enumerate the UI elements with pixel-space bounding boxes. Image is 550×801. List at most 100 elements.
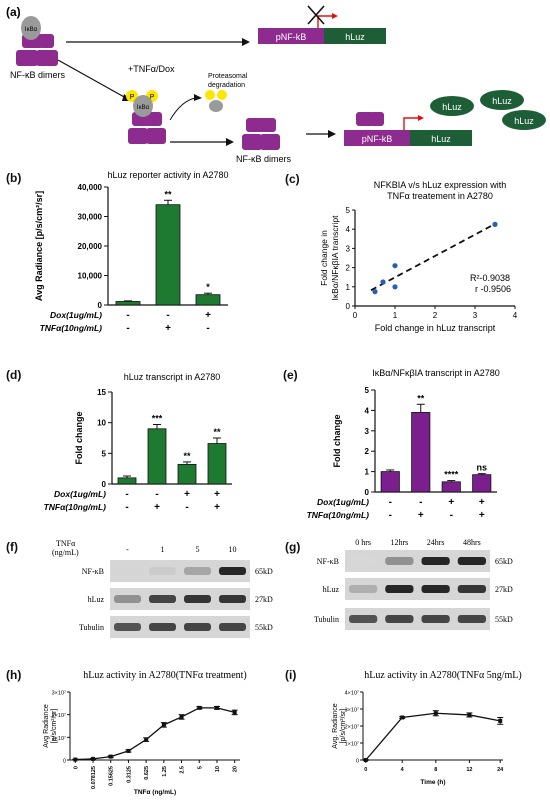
blot-strip (345, 578, 490, 600)
y-tick-label: 15 (97, 388, 106, 397)
panel-label-e: (e) (283, 368, 298, 382)
y-axis-label-line2: IκBα/NFκβIA transcript (330, 215, 340, 301)
blot-band (349, 615, 378, 623)
tnf-sign: + (418, 510, 424, 521)
y-tick-label: 3×10⁷ (345, 707, 359, 714)
y-tick-label: 2 (346, 264, 351, 273)
panel-label-a: (a) (6, 5, 21, 19)
tnf-sign: + (479, 510, 485, 521)
y-tick-label: 20,000 (78, 242, 103, 251)
blot-band (421, 557, 450, 565)
chart-title: IκBα/NFκβIA transcript in A2780 (372, 368, 499, 378)
ikba-nfkb-complex-top: IκBα (16, 16, 58, 66)
scatter-point (392, 284, 398, 290)
chart-h-dose-response: hLuz activity in A2780(TNFα treatment) 0 1… (43, 670, 247, 796)
bar (115, 301, 141, 306)
western-blot-g: 0 hrs 12hrs 24hrs 48hrs NF-κB 65kD hLuz 27kD Tub… (314, 538, 513, 630)
nfkb-dimers-label-bottom: NF-κB dimers (236, 154, 292, 164)
data-point (91, 756, 96, 761)
significance-label: * (206, 282, 210, 292)
blot-band (149, 623, 176, 631)
panel-label-b: (b) (6, 171, 22, 185)
scatter-point (492, 221, 498, 227)
data-point (433, 711, 438, 716)
y-tick-label: 5 (346, 206, 351, 215)
dox-sign: + (214, 489, 220, 500)
lane-label: - (126, 545, 129, 554)
y-tick-label: 10,000 (78, 272, 103, 281)
nfkb-dimer-free (242, 118, 280, 150)
y-tick-label: 0 (365, 488, 370, 497)
row-label: hLuz (88, 595, 105, 604)
y-tick-label: 4×10⁷ (345, 690, 359, 697)
data-point (467, 712, 472, 717)
r-squared-label: R²-0.9038 (470, 273, 510, 283)
blot-band (114, 623, 141, 631)
phospho-degraded-1 (205, 90, 215, 100)
blot-band (349, 557, 378, 565)
series-line (365, 712, 501, 761)
x-tick-label: 4 (401, 767, 405, 773)
dox-sign: - (389, 497, 392, 508)
y-tick-label: 40,000 (78, 183, 103, 192)
dox-row-label: Dox(1ug/mL) (54, 489, 106, 499)
row-label: hLuz (323, 585, 340, 594)
y-tick-label: 3×10⁷ (52, 690, 66, 697)
blot-band (385, 585, 414, 593)
y-tick-label: 10 (97, 419, 106, 428)
promoter-label-bottom: pNF-kB (362, 134, 393, 144)
chart-title-line1: NFKBIA v/s hLuz expression with (374, 180, 507, 190)
x-tick-label: 24 (497, 767, 504, 773)
panel-label-h: (h) (6, 668, 22, 682)
proteasomal-label-2: degradation (208, 82, 245, 89)
chart-i-time-course: hLuz activity in A2780(TNFα 5ng/mL) 0 1×10… (332, 670, 522, 786)
tnf-sign: - (185, 502, 188, 513)
blot-band (457, 557, 486, 565)
chart-title: hLuz activity in A2780(TNFα treatment) (83, 670, 247, 681)
lane-label: 1 (161, 545, 165, 554)
y-tick-label: 0 (346, 302, 351, 311)
scatter-point (380, 279, 386, 285)
x-tick-label: 0.078125 (91, 766, 97, 789)
panel-label-g: (g) (285, 540, 301, 554)
ikba-degraded (209, 100, 223, 112)
x-axis-label: Fold change in hLuz transcript (375, 323, 496, 333)
hluz-protein-1: hLuz (430, 96, 474, 116)
lane-label: 10 (229, 545, 237, 554)
y-tick-label: 2 (365, 447, 370, 456)
ikba-label-top: IκBα (25, 27, 38, 33)
tnf-row-label: TNFα(10ng/mL) (44, 502, 107, 512)
data-point (214, 705, 219, 710)
blot-band (184, 567, 211, 575)
x-tick-label: 20 (233, 766, 239, 772)
panel-label-f: (f) (6, 540, 18, 554)
x-tick-label: 0.625 (144, 766, 150, 780)
x-tick-label: 8 (434, 767, 437, 773)
panel-label-c: (c) (285, 172, 300, 186)
significance-label: ** (213, 427, 221, 437)
phospho-complex: P P IκBα (126, 90, 166, 144)
reporter-construct-induced: pNF-kB hLuz (344, 112, 472, 146)
significance-label: ** (164, 189, 172, 199)
x-tick-label: 0.3125 (126, 766, 132, 783)
hluz-protein-2: hLuz (480, 90, 524, 110)
blot-band (149, 567, 176, 575)
y-tick-label: 0 (102, 480, 107, 489)
nfkb-dimers-label-top: NF-κB dimers (10, 70, 66, 80)
data-point (161, 722, 166, 727)
treatment-label: +TNFα/Dox (128, 64, 175, 74)
y-tick-label: 1×10⁷ (52, 735, 66, 742)
data-point (197, 705, 202, 710)
dox-row-label: Dox(1ug/mL) (50, 310, 102, 320)
y-tick-label: 4 (346, 225, 351, 234)
x-tick-label: 0 (73, 766, 79, 769)
significance-label: ** (183, 451, 191, 461)
significance-label: **** (444, 470, 459, 480)
y-tick-label: 0 (356, 759, 359, 765)
blot-band (219, 595, 246, 603)
blot-band (219, 623, 246, 631)
data-point (400, 715, 405, 720)
regression-line (370, 223, 496, 291)
ikba-label-mid: IκBα (137, 105, 150, 111)
